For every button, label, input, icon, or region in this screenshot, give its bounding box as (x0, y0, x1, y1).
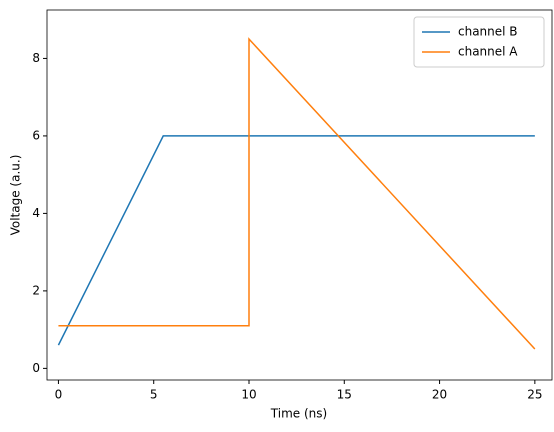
y-tick-label: 2 (32, 283, 40, 297)
y-tick-label: 6 (32, 128, 40, 142)
legend-label: channel B (458, 25, 518, 39)
series-line (58, 37, 536, 350)
y-tick-label: 8 (32, 51, 40, 65)
x-tick-label: 0 (55, 388, 63, 402)
legend-label: channel A (458, 45, 518, 59)
legend-box (413, 16, 545, 68)
plot-frame (46, 9, 553, 381)
x-tick-label: 15 (337, 388, 352, 402)
x-axis-label: Time (ns) (270, 407, 327, 421)
y-tick-label: 0 (32, 361, 40, 375)
y-tick-label: 4 (32, 206, 40, 220)
x-tick-label: 25 (527, 388, 542, 402)
x-tick-label: 10 (241, 388, 256, 402)
x-tick-label: 20 (432, 388, 447, 402)
x-tick-label: 5 (150, 388, 158, 402)
y-axis-label: Voltage (a.u.) (9, 155, 23, 236)
series-line (57, 135, 535, 346)
